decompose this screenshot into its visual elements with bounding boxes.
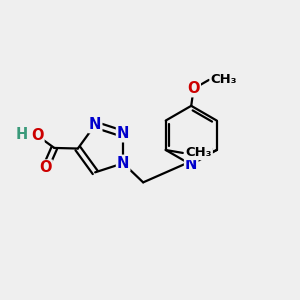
- Text: O: O: [187, 81, 200, 96]
- Text: CH₃: CH₃: [210, 74, 237, 86]
- Text: H: H: [16, 127, 28, 142]
- Text: CH₃: CH₃: [186, 146, 212, 159]
- Text: N: N: [185, 157, 197, 172]
- Text: N: N: [117, 126, 129, 141]
- Text: N: N: [89, 117, 101, 132]
- Text: O: O: [39, 160, 52, 175]
- Text: N: N: [117, 156, 129, 171]
- Text: O: O: [31, 128, 44, 143]
